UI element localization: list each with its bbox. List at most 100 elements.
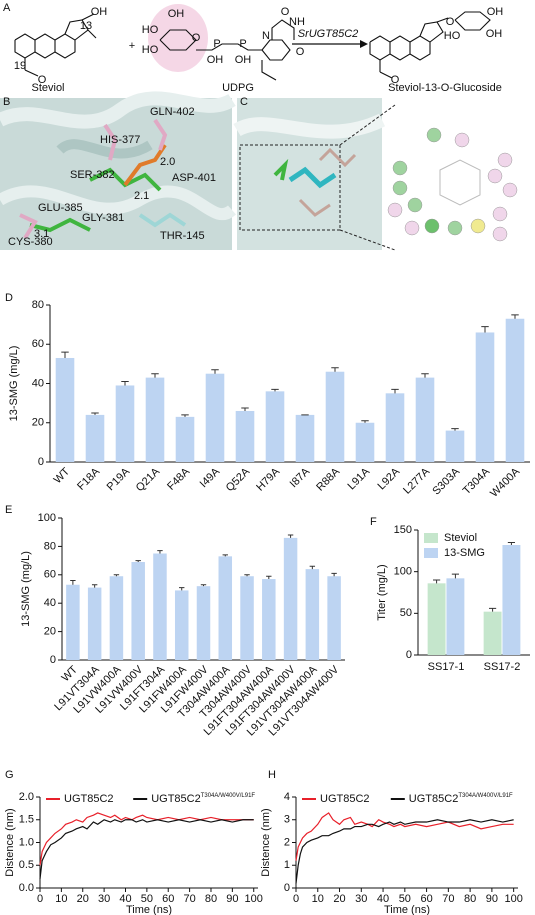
y-tick-label: 0: [50, 654, 56, 666]
x-tick-label: Q52A: [224, 465, 253, 494]
atom-label: HO: [142, 24, 159, 36]
bar: [131, 562, 145, 660]
bar: [295, 414, 315, 462]
error-bar: [181, 414, 189, 417]
y-tick-label: 20: [44, 626, 56, 638]
y-tick-label: 0: [284, 882, 290, 894]
x-tick-label: I87A: [288, 465, 313, 490]
x-tick-label: T304A: [461, 465, 493, 497]
residue-label: HIS-377: [100, 134, 140, 146]
x-tick-label: 80: [464, 893, 476, 905]
panel-label: F: [370, 516, 377, 528]
y-tick-label: 40: [32, 377, 44, 389]
residue-label: SER-382: [70, 169, 115, 181]
legend-superscript: T304A/W400V/L91F: [458, 793, 513, 799]
y-tick-label: 0: [406, 649, 412, 661]
error-bar: [70, 579, 76, 585]
bar: [415, 377, 435, 462]
y-tick-label: 80: [32, 299, 44, 311]
residue-label: ASP-401: [172, 172, 216, 184]
error-bar: [489, 607, 497, 612]
residue-label: CYS-380: [8, 236, 53, 248]
x-axis-label: Time (ns): [126, 904, 172, 915]
y-tick-label: 60: [44, 569, 56, 581]
atom-label: OH: [486, 28, 503, 40]
bar: [445, 430, 465, 462]
panel-label: H: [268, 769, 276, 781]
error-bar: [91, 584, 98, 588]
residue-label: GLN-402: [150, 106, 195, 118]
bar: [305, 569, 320, 660]
x-tick-label: 40: [377, 893, 389, 905]
legend-name: UGT85C2: [320, 793, 370, 805]
atom-label: HO: [444, 30, 461, 42]
error-bar: [507, 542, 515, 545]
error-bar: [113, 574, 120, 577]
legend-label: Steviol: [444, 532, 477, 544]
x-tick-label: L277A: [401, 465, 432, 496]
legend-name: UGT85C2: [151, 793, 201, 805]
atom-label: NH: [289, 16, 305, 28]
x-tick-label: 10: [55, 893, 67, 905]
highlight: [148, 4, 208, 72]
error-bar: [421, 373, 429, 378]
x-tick-label: 30: [98, 893, 110, 905]
y-axis-label: Titer (mg/L): [376, 564, 388, 620]
y-tick-label: 1.5: [19, 814, 34, 826]
series-line: [295, 819, 514, 884]
panel-label: C: [240, 96, 248, 108]
atom-label: HO: [142, 44, 159, 56]
y-tick-label: 3: [284, 814, 290, 826]
panel-label: A: [3, 2, 11, 14]
y-axis-label: 13-SMG (mg/L): [20, 551, 32, 627]
bar: [145, 377, 165, 462]
y-tick-label: 2.0: [19, 791, 34, 803]
x-tick-label: Q21A: [134, 465, 163, 494]
error-bar: [211, 369, 219, 374]
panel-label: D: [5, 292, 13, 304]
y-tick-label: 20: [32, 417, 44, 429]
bar: [174, 590, 189, 660]
x-tick-label: 0: [37, 893, 43, 905]
x-tick-label: F18A: [75, 465, 103, 493]
bar: [283, 537, 298, 660]
legend-label: UGT85C2T304A/W400V/L91F: [151, 793, 255, 805]
bar: [327, 576, 341, 660]
y-tick-label: 2: [284, 836, 290, 848]
atom-label: O: [391, 74, 400, 86]
bar: [235, 410, 255, 462]
y-tick-label: 40: [44, 597, 56, 609]
y-tick-label: 1.0: [19, 836, 34, 848]
error-bar: [433, 579, 441, 584]
distance-label: 2.1: [134, 190, 149, 202]
atom-label: O: [192, 32, 201, 44]
x-tick-label: 60: [420, 893, 432, 905]
atom-label: O: [446, 16, 455, 28]
x-tick-label: 60: [162, 893, 174, 905]
error-bar: [391, 388, 399, 394]
error-bar: [331, 367, 339, 372]
error-bar: [151, 373, 159, 378]
atom-label: P: [239, 38, 246, 50]
error-bar: [511, 314, 519, 319]
atom-label: OH: [91, 6, 108, 18]
steviol-structure: [14, 13, 97, 77]
x-tick-label: 30: [355, 893, 367, 905]
y-tick-label: 0.0: [19, 882, 34, 894]
legend-label: UGT85C2: [64, 793, 114, 805]
bar: [218, 556, 233, 660]
x-tick-label: SS17-1: [428, 661, 465, 673]
x-tick-label: R88A: [314, 465, 342, 493]
compound-name: Steviol: [31, 82, 64, 94]
error-bar: [179, 587, 185, 591]
compound-name: UDPG: [222, 82, 254, 94]
y-tick-label: 150: [394, 524, 412, 536]
error-bar: [135, 560, 141, 563]
x-tick-label: SS17-2: [484, 661, 521, 673]
x-tick-label: 70: [183, 893, 195, 905]
x-tick-label: WT: [52, 465, 73, 486]
product-structure: [369, 11, 491, 79]
error-bar: [244, 574, 250, 577]
atom-label: OH: [168, 8, 185, 20]
